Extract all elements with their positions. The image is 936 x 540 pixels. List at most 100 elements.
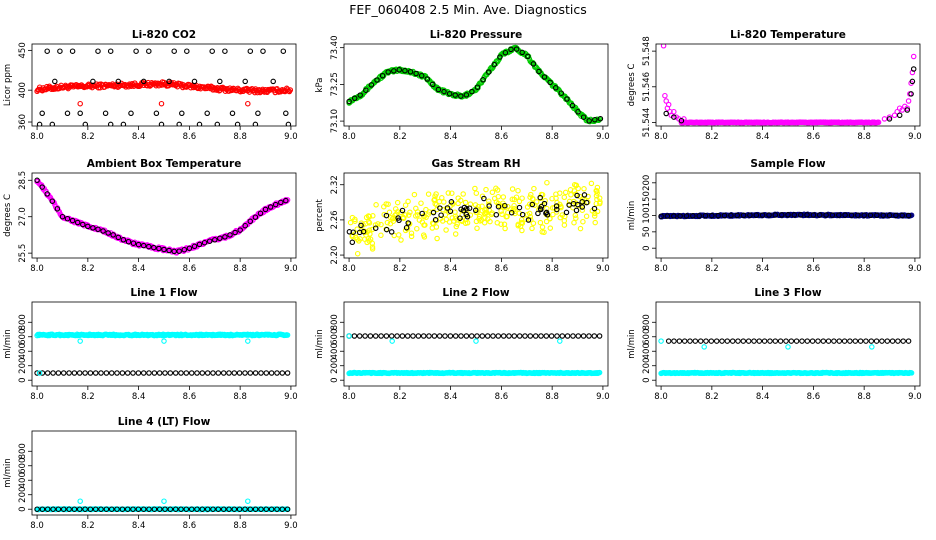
data-point <box>408 230 415 236</box>
data-point <box>217 78 223 85</box>
data-point <box>829 212 836 218</box>
data-point <box>151 244 157 251</box>
data-point <box>586 118 592 124</box>
data-point <box>103 370 110 376</box>
data-point <box>232 229 238 236</box>
data-point <box>135 241 142 248</box>
data-point <box>519 49 525 56</box>
data-point <box>719 338 725 344</box>
data-point <box>162 370 168 376</box>
data-point <box>372 333 379 339</box>
data-point <box>404 333 411 339</box>
data-point <box>863 338 869 344</box>
data-point <box>387 220 394 227</box>
data-point <box>49 198 56 204</box>
data-point <box>363 87 369 94</box>
data-point <box>592 219 598 226</box>
y-axis-label: degrees C <box>627 64 637 107</box>
data-point <box>227 232 233 238</box>
data-point <box>80 221 86 228</box>
data-point <box>473 338 479 344</box>
x-tick-label: 9.0 <box>908 392 922 402</box>
data-point <box>573 207 580 214</box>
data-point <box>98 506 104 512</box>
data-point <box>889 338 896 344</box>
data-point <box>547 225 554 231</box>
data-point <box>581 186 587 192</box>
data-point <box>567 187 574 193</box>
data-point <box>429 220 436 226</box>
data-point <box>482 210 489 217</box>
data-point <box>166 78 172 85</box>
data-point <box>823 212 829 218</box>
data-point <box>285 121 292 126</box>
data-point <box>133 48 139 54</box>
data-point <box>77 338 83 344</box>
x-tick-label: 9.0 <box>284 521 298 531</box>
data-point <box>438 212 444 218</box>
data-point <box>389 338 395 344</box>
data-point <box>370 213 376 219</box>
data-point <box>66 506 72 512</box>
data-point <box>425 191 432 197</box>
y-tick-label: 800 <box>18 314 28 330</box>
data-point <box>395 232 402 238</box>
data-point <box>524 204 531 210</box>
data-point <box>178 370 184 376</box>
data-point <box>579 199 585 205</box>
data-point <box>783 338 789 344</box>
data-point <box>196 121 203 126</box>
data-point <box>237 227 243 233</box>
data-point <box>356 238 362 244</box>
data-point <box>446 219 453 225</box>
data-point <box>215 506 222 512</box>
data-point <box>226 370 232 376</box>
data-point <box>721 212 728 219</box>
data-point <box>899 212 905 219</box>
x-tick-label: 8.8 <box>857 264 871 274</box>
data-point <box>785 344 791 350</box>
data-point <box>405 198 411 205</box>
data-point <box>374 77 380 83</box>
data-point <box>402 202 409 208</box>
x-tick-label: 8.6 <box>495 264 509 274</box>
x-tick-label: 8.0 <box>654 392 668 402</box>
data-point <box>663 110 669 117</box>
data-point <box>272 201 279 208</box>
data-point <box>354 250 361 257</box>
x-tick-label: 8.0 <box>342 392 356 402</box>
data-point <box>506 333 512 339</box>
data-point <box>799 338 805 344</box>
data-point <box>39 370 46 376</box>
data-point <box>767 338 773 344</box>
data-point <box>405 212 412 218</box>
data-point <box>388 333 395 339</box>
data-point <box>740 212 747 219</box>
data-point <box>816 212 823 218</box>
data-point <box>463 92 470 98</box>
data-point <box>448 199 455 205</box>
y-axis-label: ml/min <box>3 329 13 359</box>
data-point <box>879 338 885 344</box>
data-point <box>663 98 669 104</box>
data-point <box>530 220 537 227</box>
data-point <box>87 370 94 376</box>
data-point <box>573 215 579 221</box>
data-point <box>385 201 391 207</box>
plot-area <box>346 333 603 377</box>
data-point <box>252 121 259 126</box>
data-point <box>166 247 172 254</box>
data-point <box>511 333 518 339</box>
data-point <box>886 212 893 219</box>
data-point <box>434 206 440 213</box>
data-point <box>411 191 418 198</box>
data-point <box>596 195 603 201</box>
plot-area <box>346 44 604 125</box>
data-point <box>396 67 403 73</box>
data-point <box>747 212 753 218</box>
data-point <box>452 333 459 339</box>
plot-frame <box>343 43 609 127</box>
data-point <box>525 53 531 60</box>
data-point <box>522 333 528 339</box>
data-point <box>458 333 464 339</box>
